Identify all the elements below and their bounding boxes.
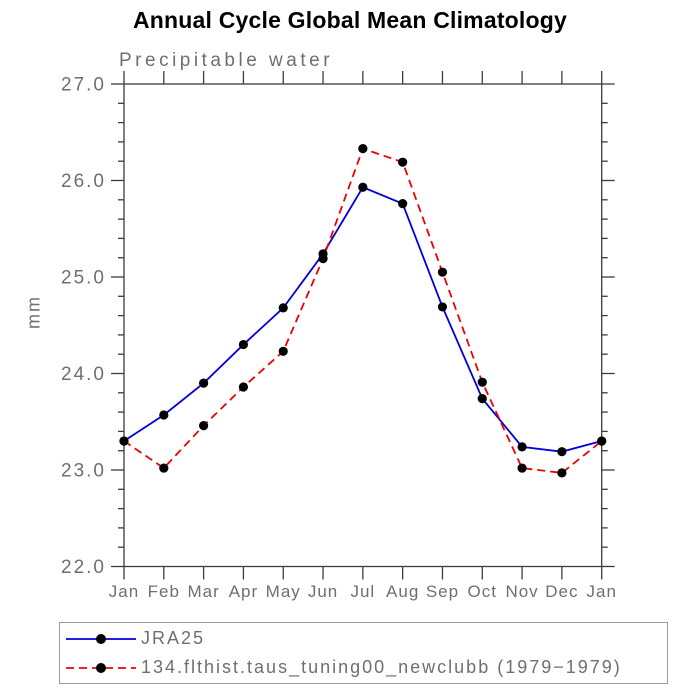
x-tick-label: Jan [109,582,139,601]
legend-row-jra25: JRA25 [60,624,667,653]
legend-sample-jra25 [66,633,136,644]
series-line-1 [123,147,603,474]
data-point-1 [517,463,527,473]
data-point-0 [477,393,487,404]
x-tick-label: Aug [386,582,419,601]
y-tick-label: 27.0 [61,75,106,96]
x-tick-label: Feb [148,582,180,601]
data-point-1 [278,346,288,356]
data-point-0 [278,303,288,313]
x-tick-label: Jan [586,582,616,601]
x-tick-label: Jun [308,582,338,601]
x-tick-label: Sep [426,582,459,601]
series-line-0 [123,186,602,453]
chart-title: Annual Cycle Global Mean Climatology [132,7,568,33]
data-point-1 [199,421,209,431]
legend-box: JRA25 134.flthist.taus_tuning00_newclubb… [59,622,668,684]
legend-sample-marker-1 [96,662,106,673]
data-point-1 [318,254,328,264]
data-point-0 [517,442,527,452]
x-tick-label: Apr [229,582,258,601]
data-point-1 [119,436,129,446]
data-point-0 [358,182,368,192]
chart-subtitle: Precipitable water [119,50,334,71]
data-point-0 [238,339,249,350]
x-tick-label: Dec [545,582,578,601]
data-point-1 [358,144,368,154]
data-point-1 [159,463,169,473]
x-tick-label: Nov [505,582,538,601]
data-point-1 [238,382,249,392]
legend-sample-marker-0 [96,633,106,644]
data-point-0 [199,378,209,388]
legend-row-model: 134.flthist.taus_tuning00_newclubb (1979… [60,653,667,682]
data-point-1 [477,377,487,387]
x-tick-label: Oct [468,582,497,601]
data-point-1 [557,468,567,478]
x-tick-label: Mar [187,582,219,601]
data-point-0 [437,302,448,312]
legend-label-jra25: JRA25 [141,628,206,648]
x-tick-label: Jul [350,582,375,601]
plot-frame [123,83,603,568]
data-point-0 [159,410,169,420]
y-tick-label: 26.0 [61,171,106,192]
y-tick-label: 23.0 [61,461,106,482]
y-tick-label: 22.0 [61,557,106,578]
legend-sample-model [66,662,136,673]
data-point-1 [398,157,408,167]
data-point-1 [597,436,607,446]
y-tick-label: 24.0 [61,364,106,385]
data-point-1 [437,267,448,277]
x-tick-label: May [266,582,301,601]
data-point-0 [398,199,408,209]
y-tick-label: 25.0 [61,268,106,289]
legend-label-model: 134.flthist.taus_tuning00_newclubb (1979… [141,657,622,677]
data-point-0 [557,447,567,457]
